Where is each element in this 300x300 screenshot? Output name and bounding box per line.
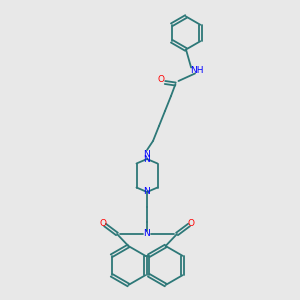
Text: O: O [157,75,164,84]
Text: N: N [144,230,150,238]
Text: O: O [99,219,106,228]
Text: N: N [144,150,150,159]
Text: N: N [144,154,150,164]
Text: O: O [188,219,195,228]
Text: N: N [144,188,150,196]
Text: NH: NH [190,66,203,75]
